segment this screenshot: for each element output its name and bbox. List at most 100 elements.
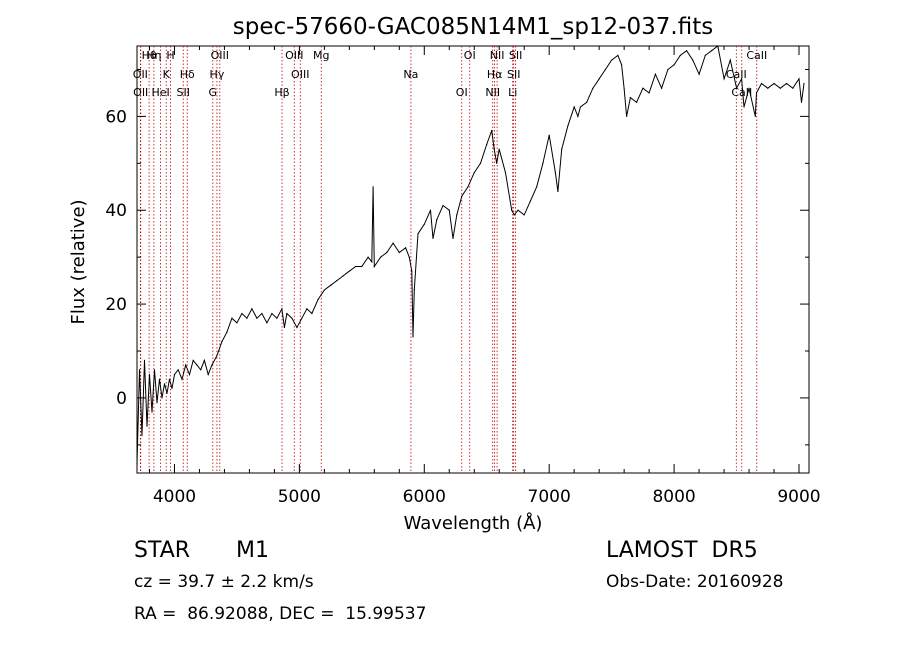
data-point	[330, 284, 332, 286]
data-point	[692, 59, 694, 61]
data-point	[598, 78, 600, 80]
data-point	[216, 355, 218, 357]
data-point	[166, 392, 168, 394]
data-point	[211, 364, 213, 366]
data-point	[246, 317, 248, 319]
data-point	[604, 68, 607, 71]
data-point	[467, 186, 469, 188]
data-point	[156, 402, 158, 404]
line-label: SII	[176, 86, 189, 99]
data-point	[448, 209, 450, 211]
data-point	[536, 186, 538, 188]
data-point	[271, 312, 273, 315]
data-point	[579, 106, 582, 108]
data-point	[417, 233, 419, 235]
data-point	[456, 214, 458, 216]
data-point	[611, 59, 613, 61]
line-label: Hγ	[210, 68, 225, 81]
data-point	[361, 265, 363, 268]
data-point	[698, 73, 700, 75]
line-label: CaII	[726, 68, 747, 81]
data-point	[241, 312, 243, 315]
data-point	[792, 87, 794, 89]
data-point	[226, 331, 228, 333]
data-point	[311, 312, 313, 315]
data-point	[729, 59, 731, 61]
line-label: Hη	[146, 49, 161, 62]
line-label: OIII	[285, 49, 303, 62]
series-group	[136, 45, 805, 465]
data-point	[548, 134, 550, 136]
data-point	[231, 317, 233, 319]
data-point	[371, 261, 373, 263]
data-point	[567, 125, 569, 127]
x-tick-label: 8000	[652, 487, 695, 507]
data-point	[207, 373, 209, 376]
data-point	[636, 101, 638, 103]
y-tick-label: 0	[116, 389, 127, 409]
data-point	[386, 251, 388, 254]
data-point	[380, 256, 382, 258]
data-point	[592, 87, 594, 89]
data-point	[511, 209, 513, 211]
data-point	[748, 87, 750, 89]
x-tick-label: 5000	[278, 487, 321, 507]
data-point	[153, 369, 156, 371]
observation-date: Obs-Date: 20160928	[606, 572, 784, 592]
line-label: CaII	[746, 49, 767, 62]
data-point	[621, 64, 623, 66]
line-label: NII	[485, 86, 500, 99]
data-point	[743, 106, 745, 108]
data-point	[513, 214, 515, 216]
data-point	[283, 326, 285, 329]
redshift-cz: cz = 39.7 ± 2.2 km/s	[134, 572, 314, 592]
data-point	[573, 106, 575, 108]
data-point	[158, 378, 161, 380]
data-point	[723, 78, 725, 80]
data-point	[498, 148, 500, 150]
data-point	[256, 317, 258, 319]
data-point	[136, 463, 138, 465]
line-label: Li	[508, 86, 517, 99]
line-label: G	[209, 86, 218, 99]
data-point	[323, 289, 325, 291]
data-point	[408, 256, 410, 258]
data-point	[586, 101, 588, 103]
data-point	[803, 82, 805, 85]
line-label: Hβ	[274, 86, 289, 99]
data-point	[623, 87, 625, 89]
data-point	[336, 280, 338, 282]
line-label: H	[166, 49, 174, 62]
data-point	[398, 251, 400, 254]
line-label: SII	[509, 49, 522, 62]
axis-ticks	[137, 46, 809, 473]
data-point	[717, 45, 719, 47]
data-point	[261, 312, 263, 315]
data-point	[491, 129, 493, 132]
line-label: HeI	[151, 86, 169, 99]
data-point	[432, 237, 434, 239]
line-label: OIII	[291, 68, 309, 81]
line-label: NII	[490, 49, 505, 62]
line-label: OI	[456, 86, 468, 99]
data-point	[173, 373, 176, 376]
data-point	[542, 162, 544, 164]
data-point	[800, 101, 803, 103]
y-axis-label: Flux (relative)	[68, 199, 89, 324]
data-point	[181, 378, 183, 380]
data-point	[561, 148, 563, 150]
data-point	[473, 172, 475, 174]
data-point	[196, 364, 198, 366]
data-point	[146, 425, 148, 427]
data-point	[767, 87, 769, 89]
star-subclass: M1	[236, 538, 269, 563]
line-label: Hα	[487, 68, 503, 81]
data-point	[654, 73, 657, 75]
plot-frame	[136, 45, 810, 474]
data-point	[755, 92, 758, 94]
data-point	[141, 434, 143, 437]
series-line	[136, 45, 805, 464]
data-point	[523, 214, 525, 216]
tick-labels: 4000 5000 6000 7000 8000 9000 0 20 40 60	[105, 107, 820, 507]
